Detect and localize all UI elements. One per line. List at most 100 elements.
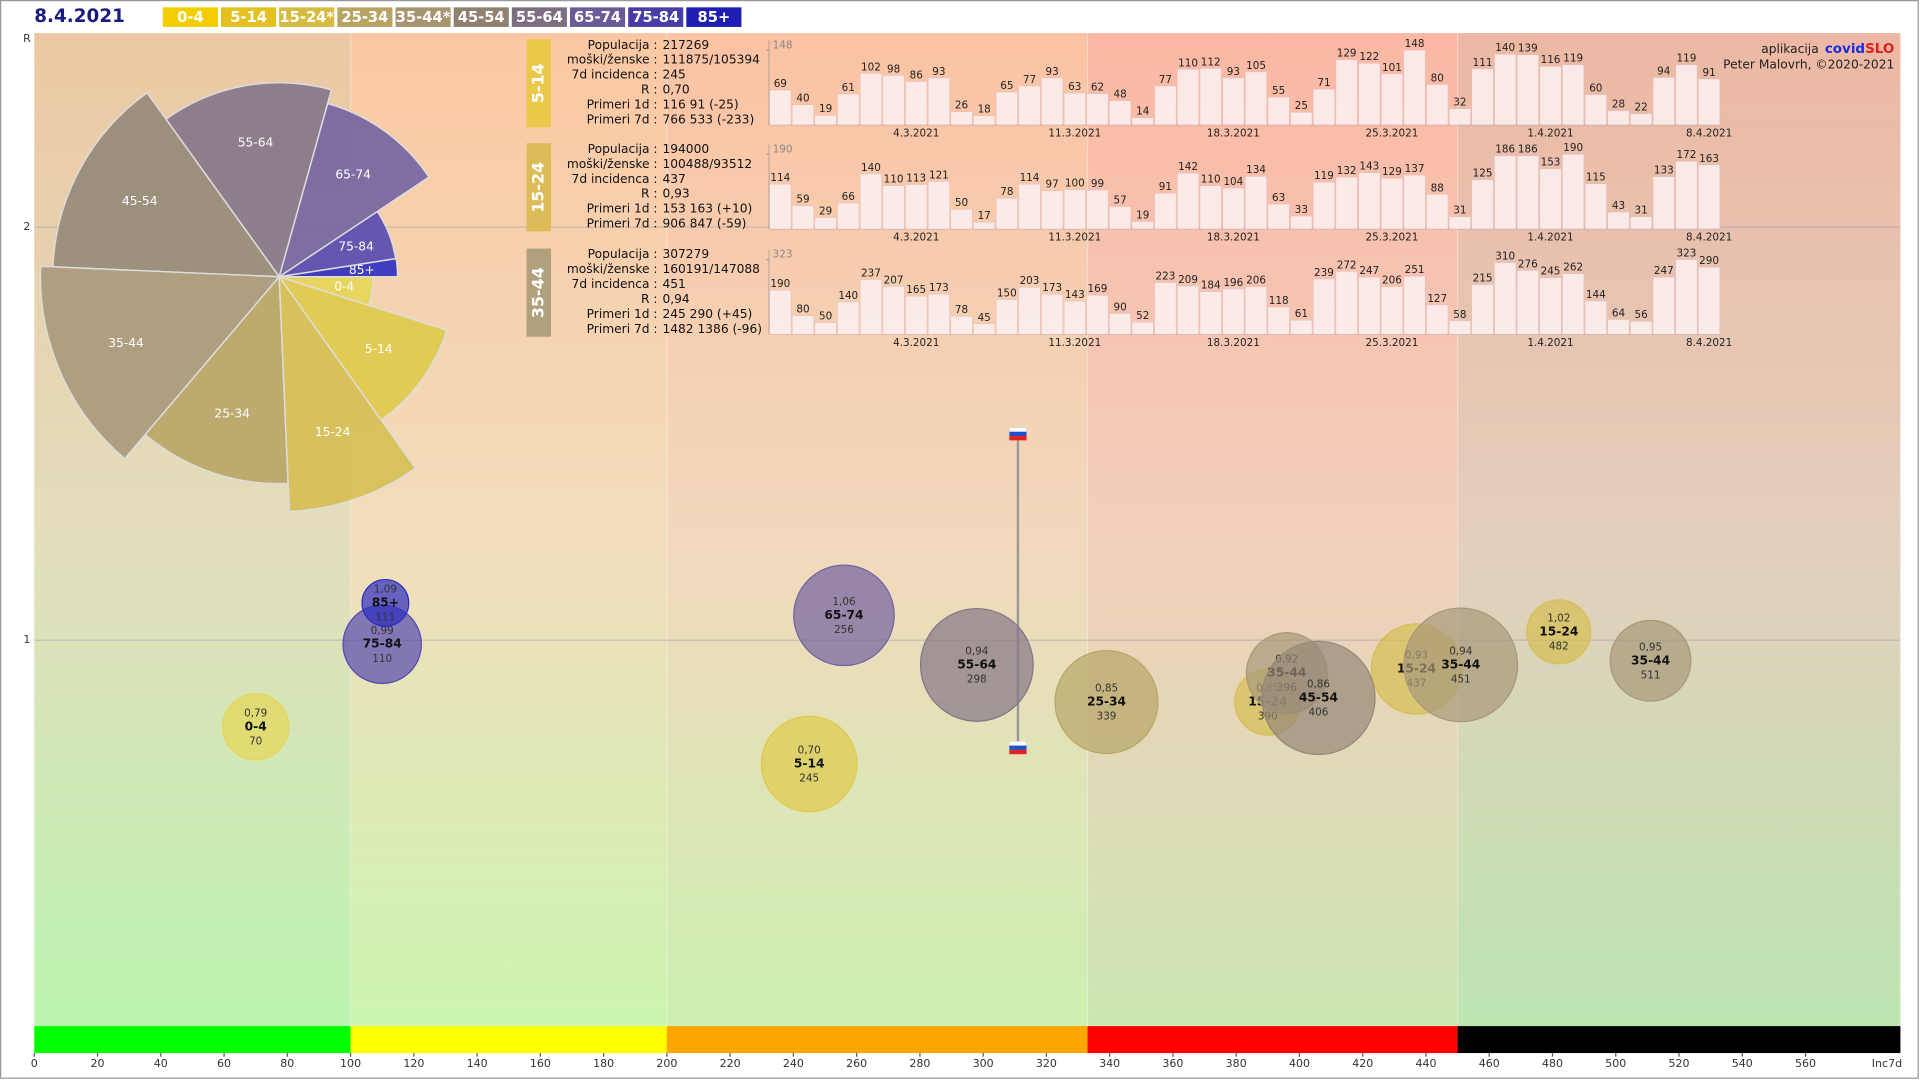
bar-value-label: 62 — [1091, 81, 1104, 93]
bar-value-label: 272 — [1337, 259, 1357, 271]
bubble-inc-label: 511 — [1641, 669, 1661, 681]
bar-value-label: 209 — [1178, 274, 1198, 286]
bar — [792, 315, 814, 335]
info-value: 766 533 (-233) — [662, 113, 754, 127]
bar — [769, 89, 792, 126]
bar-value-label: 119 — [1677, 53, 1697, 65]
bar-value-label: 110 — [1201, 174, 1221, 186]
info-value: 1482 1386 (-96) — [662, 322, 762, 336]
legend-label: 65-74 — [574, 9, 621, 26]
info-label: 7d incidenca : — [572, 172, 658, 186]
bar — [1607, 110, 1630, 126]
info-label: Populacija : — [588, 38, 658, 52]
bar — [1358, 63, 1381, 126]
bar-value-label: 122 — [1359, 51, 1379, 63]
bar — [973, 222, 996, 230]
info-value: 116 91 (-25) — [662, 98, 738, 112]
legend-label: 35-44* — [396, 9, 451, 26]
bar — [1630, 113, 1653, 126]
bar — [1471, 68, 1494, 126]
panel-tag-label: 15-24 — [528, 162, 547, 213]
legend-swatch — [221, 7, 277, 27]
info-label: Primeri 1d : — [587, 307, 658, 321]
bar-value-label: 65 — [1000, 80, 1013, 92]
bar-value-label: 113 — [906, 172, 926, 184]
bubble-r-label: 1,02 — [1547, 612, 1570, 624]
bar-value-label: 142 — [1178, 161, 1198, 173]
bar-value-label: 93 — [1046, 66, 1059, 78]
bar — [1448, 216, 1471, 230]
bar — [1222, 288, 1245, 335]
bar — [1358, 276, 1381, 335]
bar — [1109, 313, 1132, 335]
x-tick-label: 18.3.2021 — [1207, 127, 1260, 139]
bar — [882, 75, 905, 126]
bar-value-label: 93 — [1227, 66, 1240, 78]
bubble-r-label: 0,70 — [798, 745, 821, 757]
bubble-inc-label: 451 — [1451, 674, 1471, 686]
bar — [1267, 306, 1290, 335]
bar-value-label: 43 — [1612, 200, 1625, 212]
bar-value-label: 110 — [1178, 57, 1198, 69]
y-tick-label: 323 — [773, 249, 793, 261]
bubble-inc-label: 298 — [967, 674, 987, 686]
bar-value-label: 28 — [1612, 99, 1625, 111]
y-tick-label: 2 — [23, 220, 30, 233]
bubble-name: 35-44 — [1631, 653, 1670, 667]
x-tick-label: 200 — [656, 1057, 677, 1070]
info-value: 0,93 — [662, 187, 689, 201]
bar-value-label: 18 — [978, 104, 991, 116]
rose-wedge — [164, 82, 333, 279]
info-value: 194000 — [662, 142, 709, 156]
bar-value-label: 203 — [1020, 275, 1040, 287]
bar-value-label: 105 — [1246, 60, 1266, 72]
bar — [1698, 78, 1721, 126]
x-tick-label: 240 — [783, 1057, 804, 1070]
info-label: Populacija : — [588, 142, 658, 156]
x-tick-label: 11.3.2021 — [1048, 232, 1101, 244]
bar-value-label: 237 — [861, 267, 881, 279]
bar — [1630, 321, 1653, 335]
bar — [1652, 276, 1675, 335]
bar — [1131, 322, 1154, 335]
bar — [1131, 221, 1154, 230]
x-tick-label: 100 — [340, 1057, 361, 1070]
bar — [1698, 164, 1721, 230]
info-label: moški/ženske : — [567, 262, 658, 276]
bar-value-label: 119 — [1314, 170, 1334, 182]
bar — [882, 286, 905, 335]
legend-swatch — [337, 7, 393, 27]
bar-value-label: 127 — [1427, 293, 1447, 305]
bar-value-label: 247 — [1359, 265, 1379, 277]
bar-value-label: 31 — [1453, 205, 1466, 217]
bubble-r-label: 0,86 — [1307, 678, 1330, 690]
bar — [792, 104, 814, 126]
bar — [1222, 187, 1245, 230]
bar-value-label: 48 — [1113, 89, 1126, 101]
legend-swatch — [686, 7, 742, 27]
bar — [1222, 77, 1245, 126]
bubble-inc-label: 406 — [1309, 707, 1329, 719]
rose-label: 0-4 — [334, 279, 354, 293]
bar-value-label: 32 — [1453, 97, 1466, 109]
x-tick-label: 500 — [1605, 1057, 1626, 1070]
bar — [1177, 172, 1200, 230]
bubble-r-label: 0,79 — [244, 707, 267, 719]
bar-value-label: 119 — [1563, 53, 1583, 65]
rose-label: 55-64 — [238, 135, 274, 149]
credit-brand: covid — [1825, 42, 1865, 57]
bar-value-label: 163 — [1699, 153, 1719, 165]
bar — [1539, 66, 1562, 126]
rose-wedge — [144, 274, 289, 485]
bubble — [222, 693, 290, 761]
bar — [1380, 178, 1403, 230]
x-tick-label: 1.4.2021 — [1527, 337, 1573, 349]
bar-value-label: 129 — [1337, 48, 1357, 60]
info-value: 217269 — [662, 38, 709, 52]
bubble-inc-label: 111 — [375, 612, 395, 624]
bar-value-label: 101 — [1382, 62, 1402, 74]
legend-swatch — [511, 7, 567, 27]
bar — [1290, 112, 1313, 126]
bar-value-label: 100 — [1065, 178, 1085, 190]
